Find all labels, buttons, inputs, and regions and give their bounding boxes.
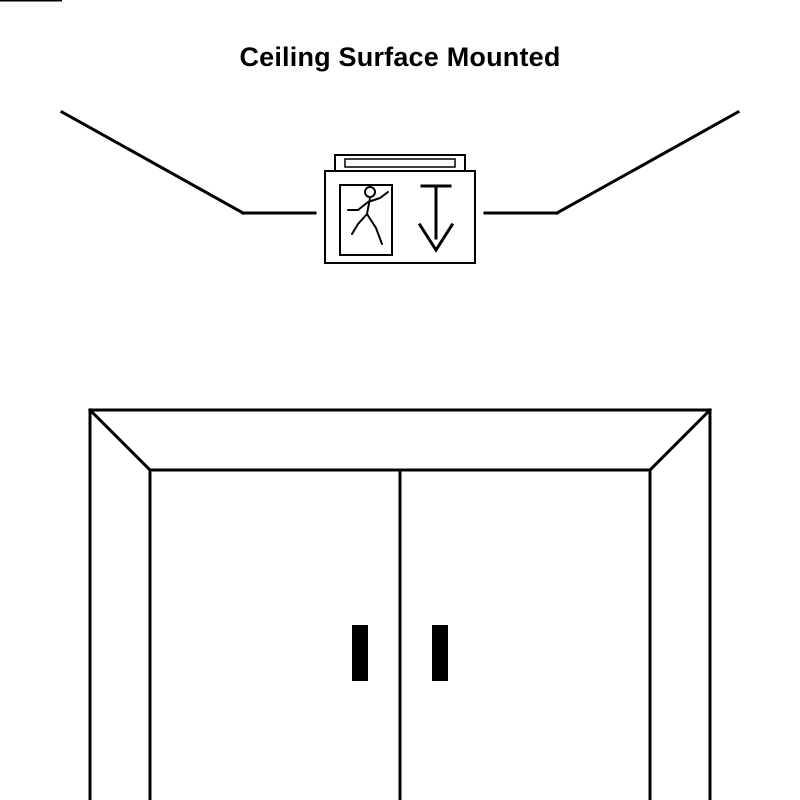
door-miter-left [90, 410, 150, 470]
door-handle-left [352, 625, 368, 681]
ceiling-line-right [557, 112, 738, 213]
ceiling-line-left [62, 112, 243, 213]
door-handle-right [432, 625, 448, 681]
sign-bracket [335, 155, 465, 171]
door-miter-right [650, 410, 710, 470]
diagram-svg [0, 0, 800, 800]
geometry-group [62, 112, 738, 800]
